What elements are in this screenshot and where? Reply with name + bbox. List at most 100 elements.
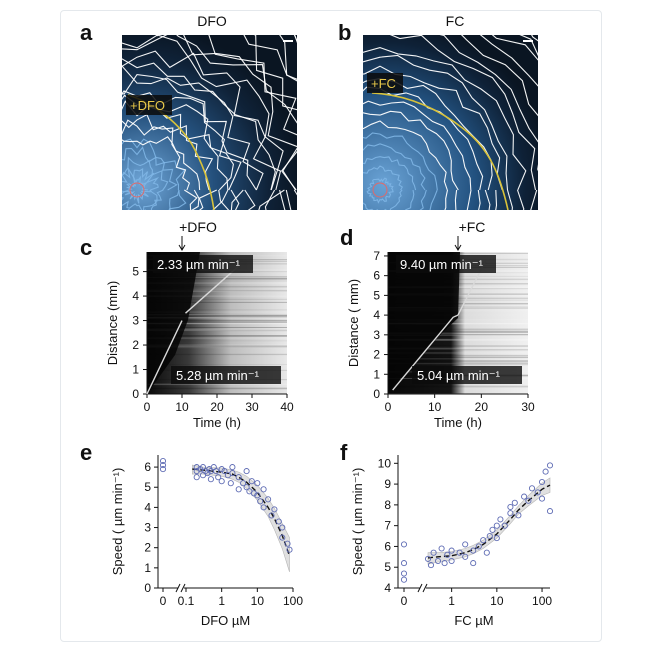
- front-line: [392, 316, 454, 391]
- x-axis-label: DFO µM: [201, 613, 250, 628]
- data-point: [229, 470, 236, 477]
- data-point: [218, 478, 225, 485]
- data-point: [448, 557, 455, 565]
- kymo-streak: [388, 323, 528, 325]
- kymo-streak: [147, 337, 287, 339]
- data-point: [265, 496, 272, 503]
- y-tick-label: 5: [373, 288, 380, 302]
- kymo-streak: [388, 338, 528, 340]
- y-tick-label: 1: [132, 363, 139, 377]
- kymo-streak: [147, 335, 287, 337]
- data-point: [542, 468, 549, 475]
- kymo-streak: [147, 327, 287, 328]
- data-point: [538, 495, 546, 502]
- data-point: [159, 457, 167, 465]
- annotation-bg: [171, 366, 281, 384]
- data-point: [462, 553, 469, 560]
- kymo-streak: [388, 347, 528, 350]
- kymo-streak: [147, 314, 287, 316]
- panel-d-label: d: [340, 225, 353, 250]
- y-tick-label: 1: [373, 367, 380, 381]
- data-point: [400, 576, 408, 583]
- confidence-band: [427, 477, 551, 565]
- x-tick-label: 0: [144, 400, 151, 414]
- kymo-streak: [147, 322, 287, 324]
- data-point: [521, 493, 528, 500]
- kymo-streak: [388, 331, 528, 333]
- data-point: [475, 543, 482, 550]
- y-tick-label: 3: [144, 521, 151, 535]
- y-tick-label: 0: [144, 581, 151, 595]
- contour-ring: [363, 47, 527, 210]
- data-point: [507, 510, 514, 517]
- data-point: [213, 468, 220, 475]
- data-point: [434, 557, 442, 565]
- kymo-streak: [388, 355, 528, 357]
- data-point: [221, 468, 228, 475]
- contour-ring: [439, 35, 538, 172]
- data-point: [159, 466, 167, 473]
- kymo-streak: [147, 295, 287, 297]
- kymo-streak: [388, 354, 528, 356]
- contour-ring: [363, 65, 503, 210]
- panel-f-label: f: [340, 440, 348, 465]
- y-tick-label: 0: [373, 387, 380, 401]
- contour-ring: [122, 94, 234, 210]
- kymo-streak: [388, 322, 528, 325]
- data-point: [254, 492, 261, 499]
- data-point: [424, 555, 432, 562]
- data-point: [279, 524, 286, 531]
- panel-a-micrograph: [122, 35, 297, 210]
- panel-b-title: FC: [446, 13, 465, 29]
- y-tick-label: 4: [144, 500, 151, 514]
- contour-ring: [389, 35, 538, 210]
- data-point: [480, 537, 487, 544]
- kymo-streak: [147, 329, 287, 331]
- data-point: [515, 512, 522, 519]
- data-point: [430, 549, 437, 556]
- data-point: [497, 516, 504, 523]
- y-tick-label: 6: [373, 269, 380, 283]
- panel-a: a DFO +DFO: [80, 13, 297, 210]
- kymo-streak: [147, 388, 287, 390]
- kymo-streak: [147, 345, 287, 346]
- rate-annotation-before: 5.04 µm min⁻¹: [417, 368, 501, 383]
- contour-ring: [363, 143, 427, 210]
- kymo-streak: [388, 332, 528, 334]
- kymo-streak: [147, 329, 287, 332]
- x-tick-label: 20: [210, 400, 224, 414]
- contour-ring: [122, 119, 201, 210]
- y-tick-label: 4: [373, 308, 380, 322]
- kymo-streak: [388, 362, 528, 365]
- data-point: [400, 560, 408, 567]
- kymo-streak: [388, 358, 528, 360]
- panel-e: e 0 0.1 1 10 100 0 1 2 3 4 5 6 DFO µM Speed ( µm min⁻…: [80, 440, 303, 628]
- data-point: [260, 486, 267, 493]
- data-point: [546, 462, 554, 469]
- data-point: [493, 535, 500, 542]
- contour-ring: [122, 136, 198, 210]
- y-tick-label: 2: [373, 348, 380, 362]
- axis-break: [417, 583, 428, 593]
- x-tick-label: 100: [283, 594, 303, 608]
- kymo-streak: [388, 352, 528, 354]
- y-tick-label: 4: [384, 581, 391, 595]
- data-point: [427, 562, 435, 569]
- kymo-streak: [388, 360, 528, 362]
- data-point: [257, 498, 264, 505]
- data-point: [159, 462, 167, 469]
- annotation-bg: [396, 255, 496, 273]
- data-point: [538, 478, 546, 486]
- y-tick-label: 6: [384, 539, 391, 553]
- contour-ring: [363, 54, 513, 210]
- kymo-streak: [388, 319, 528, 320]
- data-point: [240, 480, 247, 487]
- kymo-streak: [147, 290, 287, 292]
- front-line: [146, 320, 183, 395]
- data-point: [254, 480, 261, 487]
- panel-c: c 0 10 20 30 40 0 1 2 3 4 5 Time (h) Distance (mm) +D…: [80, 219, 294, 430]
- x-tick-label: 0: [160, 594, 167, 608]
- data-point: [546, 508, 554, 515]
- data-point: [534, 489, 541, 496]
